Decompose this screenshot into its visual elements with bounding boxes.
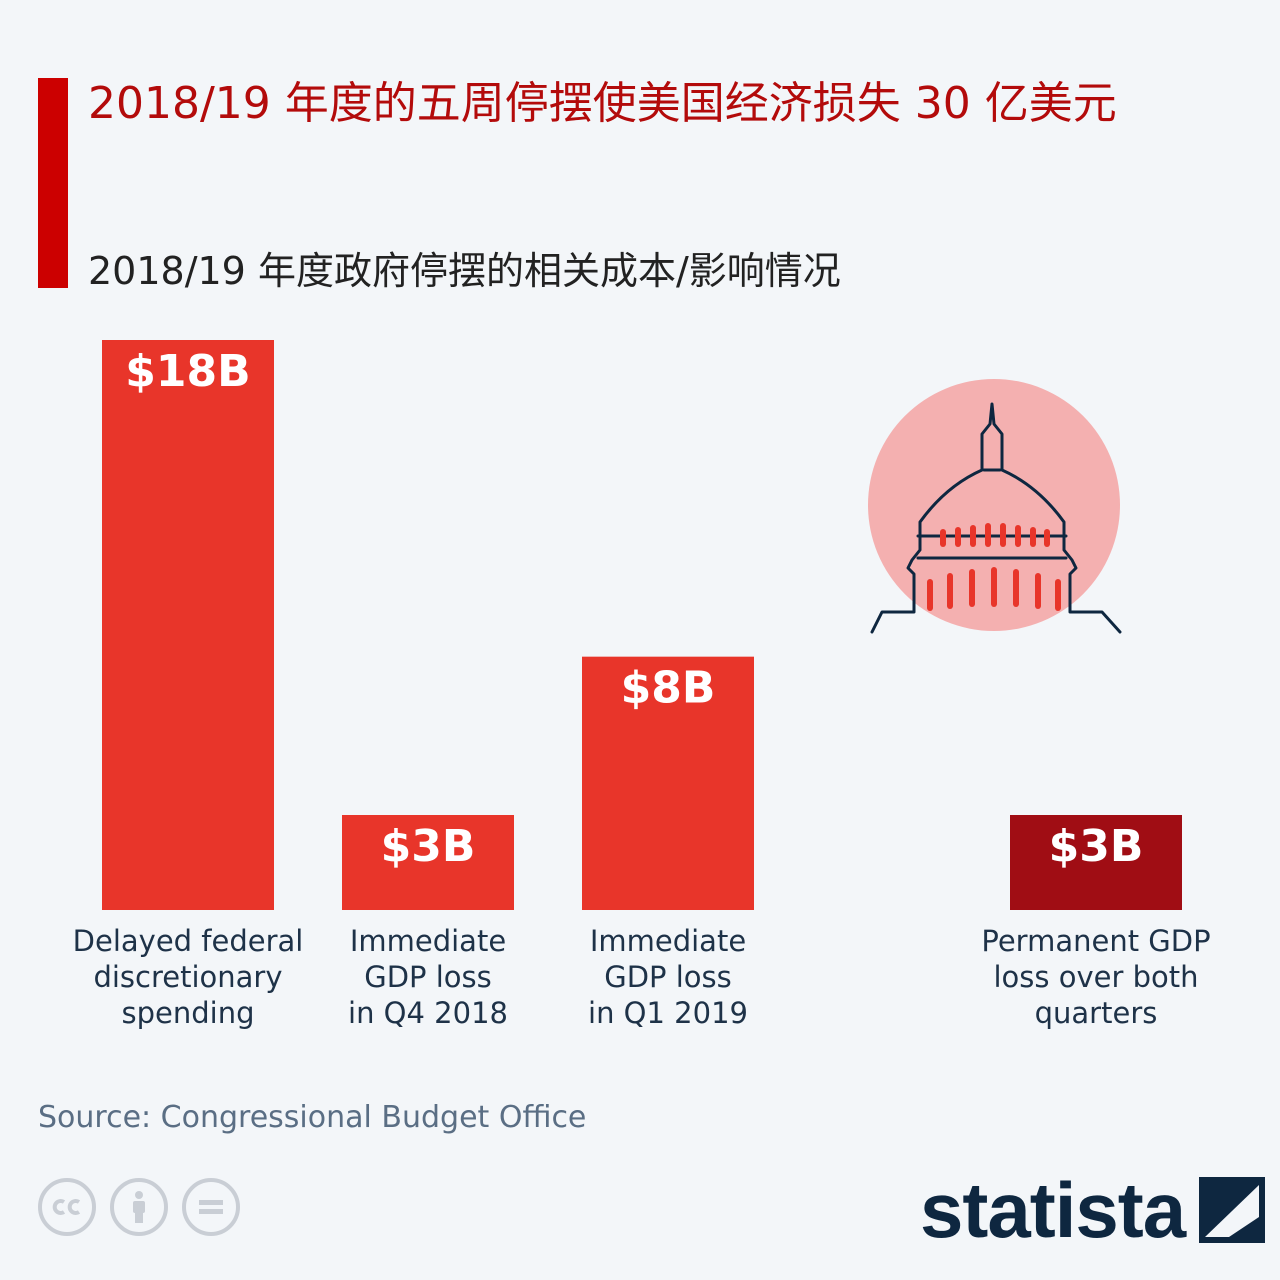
statista-wordmark: statista <box>920 1166 1186 1254</box>
bar-1 <box>102 340 274 910</box>
bar-value-label-2: $3B <box>381 821 476 872</box>
bar-3 <box>582 656 754 910</box>
capitol-sun-circle <box>868 379 1120 631</box>
bar-chart: $18B Delayed federal discretionary spending… <box>73 340 1211 1030</box>
chart-subtitle: 2018/19 年度政府停摆的相关成本/影响情况 <box>88 249 841 293</box>
bar-value-label-3: $8B <box>621 663 716 714</box>
bar-series: $18B Delayed federal discretionary spending… <box>73 340 1211 1030</box>
statista-logo[interactable]: statista <box>920 1166 1266 1254</box>
source-note: Source: Congressional Budget Office <box>38 1100 587 1135</box>
bar-4 <box>1010 815 1182 910</box>
no-derivatives-icon[interactable] <box>182 1178 240 1236</box>
title-accent-bar <box>38 78 68 288</box>
category-label-1: Delayed federal discretionary spending <box>73 924 304 1030</box>
attribution-icon[interactable] <box>110 1178 168 1236</box>
cc-icon[interactable] <box>38 1178 96 1236</box>
category-label-4: Permanent GDP loss over both quarters <box>981 924 1210 1030</box>
license-icons <box>38 1178 240 1236</box>
bar-value-label-4: $3B <box>1049 821 1144 872</box>
chart-title: 2018/19 年度的五周停摆使美国经济损失 30 亿美元 <box>88 78 1117 129</box>
bar-value-label-1: $18B <box>125 346 250 397</box>
category-label-2: Immediate GDP loss in Q4 2018 <box>348 924 508 1030</box>
capitol-icon <box>868 379 1122 634</box>
statista-logo-icon <box>1199 1177 1266 1243</box>
category-label-3: Immediate GDP loss in Q1 2019 <box>588 924 748 1030</box>
bar-2 <box>342 815 514 910</box>
